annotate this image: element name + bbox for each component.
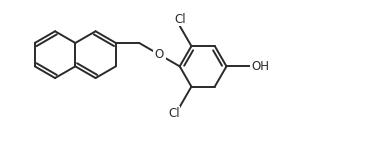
- Text: O: O: [155, 48, 164, 61]
- Text: OH: OH: [251, 60, 269, 73]
- Text: Cl: Cl: [168, 107, 180, 120]
- Text: Cl: Cl: [174, 13, 185, 26]
